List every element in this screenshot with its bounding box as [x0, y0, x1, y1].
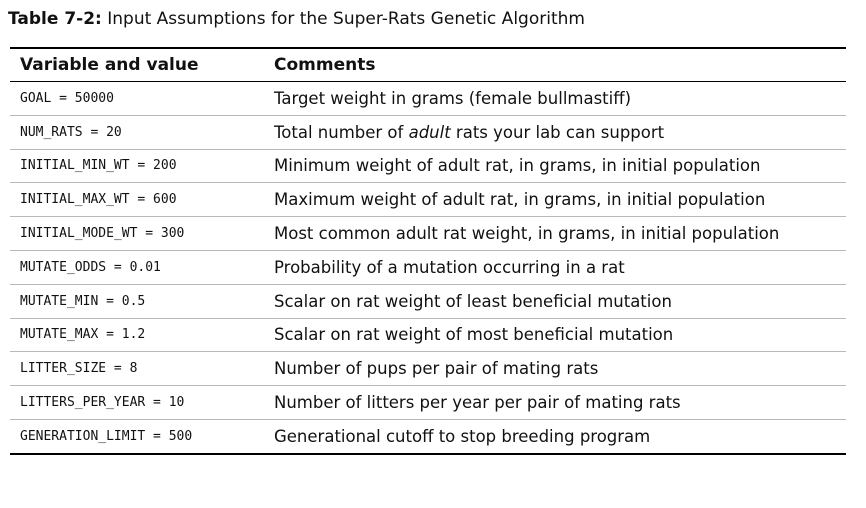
table-row: INITIAL_MODE_WT = 300 Most common adult …	[10, 216, 846, 251]
table-body: GOAL = 50000 Target weight in grams (fem…	[10, 81, 846, 454]
comment-cell: Number of pups per pair of mating rats	[264, 351, 846, 387]
variable-cell: GOAL = 50000	[10, 81, 264, 116]
comment-text: Number of pups per pair of mating rats	[274, 359, 599, 379]
comment-cell: Number of litters per year per pair of m…	[264, 385, 846, 420]
table-header-row: Variable and value Comments	[10, 48, 846, 82]
comment-cell: Probability of a mutation occurring in a…	[264, 250, 846, 285]
comment-text: Minimum weight of adult rat, in grams, i…	[274, 156, 761, 176]
comment-text: Scalar on rat weight of most beneficial …	[274, 325, 674, 345]
column-header-variable: Variable and value	[10, 48, 264, 82]
comment-text: Number of litters per year per pair of m…	[274, 393, 681, 413]
table-row: GENERATION_LIMIT = 500 Generational cuto…	[10, 419, 846, 453]
table-row: LITTERS_PER_YEAR = 10 Number of litters …	[10, 385, 846, 420]
comment-text-after: rats your lab can support	[450, 122, 665, 142]
comment-cell: Minimum weight of adult rat, in grams, i…	[264, 149, 846, 184]
comment-text: Maximum weight of adult rat, in grams, i…	[274, 190, 766, 210]
table-row: LITTER_SIZE = 8 Number of pups per pair …	[10, 351, 846, 387]
comment-cell: Target weight in grams (female bullmasti…	[264, 81, 846, 116]
table-row: INITIAL_MAX_WT = 600 Maximum weight of a…	[10, 182, 846, 218]
variable-cell: INITIAL_MIN_WT = 200	[10, 149, 264, 184]
comment-text: Total number of	[274, 122, 409, 142]
comment-cell: Generational cutoff to stop breeding pro…	[264, 419, 846, 453]
variable-cell: GENERATION_LIMIT = 500	[20, 428, 193, 444]
comment-cell: Maximum weight of adult rat, in grams, i…	[264, 182, 846, 218]
comment-text: Target weight in grams (female bullmasti…	[274, 88, 632, 108]
comment-text: Most common adult rat weight, in grams, …	[274, 224, 780, 244]
variable-cell: LITTER_SIZE = 8	[10, 351, 264, 387]
table-row: MUTATE_ODDS = 0.01 Probability of a muta…	[10, 250, 846, 285]
table-row: MUTATE_MIN = 0.5 Scalar on rat weight of…	[10, 284, 846, 319]
variable-cell: MUTATE_MIN = 0.5	[10, 284, 264, 319]
table-row: INITIAL_MIN_WT = 200 Minimum weight of a…	[10, 149, 846, 184]
column-header-comments: Comments	[264, 48, 846, 82]
table-caption: Table 7-2: Input Assumptions for the Sup…	[8, 8, 585, 30]
input-assumptions-table: Variable and value Comments GOAL = 50000…	[10, 47, 846, 455]
comment-cell: Scalar on rat weight of least beneficial…	[264, 284, 846, 319]
table-caption-text: Input Assumptions for the Super-Rats Gen…	[107, 9, 585, 29]
table-caption-label: Table 7-2:	[8, 9, 102, 29]
comment-cell: Total number of adult rats your lab can …	[264, 115, 846, 150]
comment-emphasis: adult	[408, 122, 451, 142]
comment-text: Scalar on rat weight of least beneficial…	[274, 291, 672, 311]
comment-cell: Most common adult rat weight, in grams, …	[264, 216, 846, 251]
table-row: MUTATE_MAX = 1.2 Scalar on rat weight of…	[10, 318, 846, 353]
variable-cell: LITTERS_PER_YEAR = 10	[10, 385, 264, 420]
comment-text: Generational cutoff to stop breeding pro…	[274, 426, 651, 446]
variable-cell: MUTATE_ODDS = 0.01	[10, 250, 264, 285]
variable-cell: INITIAL_MODE_WT = 300	[10, 216, 264, 251]
variable-cell: INITIAL_MAX_WT = 600	[10, 182, 264, 218]
table-row: NUM_RATS = 20 Total number of adult rats…	[10, 115, 846, 150]
variable-cell: NUM_RATS = 20	[10, 115, 264, 150]
table-row: GOAL = 50000 Target weight in grams (fem…	[10, 81, 846, 116]
variable-cell: MUTATE_MAX = 1.2	[10, 318, 264, 353]
comment-cell: Scalar on rat weight of most beneficial …	[264, 318, 846, 353]
comment-text: Probability of a mutation occurring in a…	[274, 257, 625, 277]
